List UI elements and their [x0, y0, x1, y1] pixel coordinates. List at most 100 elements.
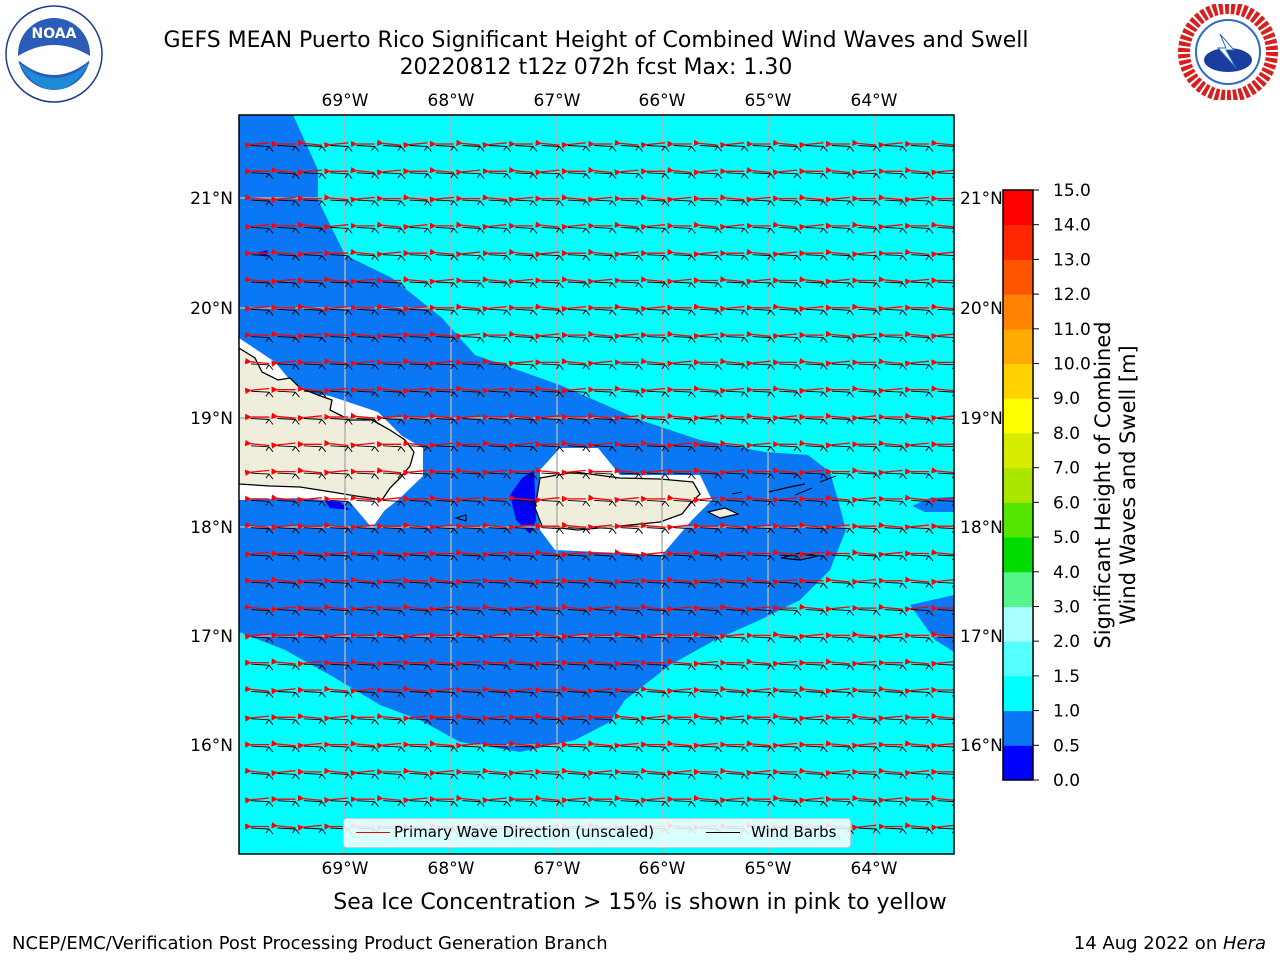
- wave-direction-arrow: [588, 494, 613, 501]
- wind-barb: [699, 581, 723, 589]
- colorbar-frame: [1002, 189, 1034, 781]
- wave-direction-arrow: [588, 687, 613, 695]
- wind-barb: [356, 800, 379, 807]
- wind-barb: [277, 772, 300, 780]
- wind-barb: [409, 663, 432, 671]
- wave-direction-arrow: [535, 630, 560, 638]
- colorbar-segment: [1003, 537, 1033, 573]
- wind-barb: [858, 772, 881, 780]
- wind-barb: [910, 418, 934, 425]
- wave-direction-arrow: [746, 196, 771, 204]
- wind-barb: [330, 199, 353, 207]
- wind-barb: [303, 772, 327, 780]
- wind-barb: [805, 254, 828, 261]
- wave-direction-arrow: [693, 251, 718, 258]
- wind-barb: [435, 691, 459, 698]
- wind-barb: [435, 281, 459, 289]
- wind-barb: [541, 636, 564, 644]
- wind-barb: [778, 581, 802, 589]
- wave-direction-arrow: [640, 439, 666, 447]
- wind-barb: [356, 609, 379, 616]
- colorbar-tick-label: 5.0: [1053, 528, 1080, 548]
- wind-barb: [382, 199, 406, 207]
- land-desecheo: [731, 491, 743, 495]
- wind-barb: [831, 390, 855, 398]
- wind-barb: [726, 745, 749, 753]
- wind-barb: [831, 691, 855, 698]
- wind-barb: [277, 800, 300, 807]
- wave-direction-arrow: [614, 333, 639, 340]
- wave-direction-arrow: [904, 248, 930, 256]
- wave-direction-arrow: [376, 630, 402, 638]
- wave-direction-arrow: [403, 276, 428, 283]
- wind-barb: [277, 172, 300, 180]
- wave-direction-arrow: [297, 794, 322, 802]
- wave-direction-arrow: [535, 660, 560, 668]
- wave-direction-arrow: [667, 248, 692, 256]
- wind-barb: [567, 445, 591, 453]
- wind-barb: [250, 554, 274, 562]
- wind-barb: [910, 336, 934, 343]
- wind-barb: [462, 527, 485, 534]
- wind-barb: [330, 254, 353, 261]
- wave-direction-arrow: [931, 139, 954, 147]
- wind-barb: [250, 363, 274, 371]
- wave-direction-arrow: [508, 576, 534, 583]
- wave-direction-arrow: [904, 412, 930, 420]
- wave-direction-arrow: [931, 385, 954, 392]
- wave-direction-arrow: [640, 141, 666, 149]
- wave-direction-arrow: [429, 248, 454, 256]
- wave-direction-arrow: [772, 578, 798, 586]
- wave-direction-arrow: [904, 442, 930, 449]
- wind-barb: [673, 226, 696, 234]
- wave-direction-arrow: [456, 303, 481, 310]
- wind-barb: [462, 718, 485, 726]
- wind-barb: [646, 336, 670, 343]
- wind-barb: [594, 308, 617, 316]
- wind-barb: [620, 609, 643, 616]
- wind-barb: [567, 499, 591, 507]
- wind-barb: [726, 691, 749, 698]
- wave-direction-arrow: [456, 549, 481, 556]
- wind-barb: [462, 281, 485, 289]
- wind-barb: [884, 636, 907, 644]
- wind-barb: [514, 199, 538, 207]
- wind-barb: [673, 308, 696, 316]
- lat-label: 18°N: [190, 518, 233, 538]
- wave-direction-arrow: [640, 715, 666, 722]
- wave-direction-arrow: [271, 740, 296, 747]
- wind-barb: [910, 445, 934, 453]
- wind-barb: [382, 472, 406, 480]
- wind-barb: [884, 145, 907, 152]
- wind-barb: [541, 254, 564, 261]
- wind-barb: [726, 418, 749, 425]
- wave-direction-arrow: [271, 524, 296, 531]
- wind-barb: [805, 718, 828, 726]
- wind-barb: [673, 418, 696, 425]
- wave-direction-arrow: [693, 467, 718, 474]
- wind-barb: [752, 390, 775, 398]
- wave-direction-arrow: [429, 687, 454, 695]
- map-area[interactable]: [239, 115, 959, 854]
- wind-barb: [382, 581, 406, 589]
- wind-barb: [805, 336, 828, 343]
- wind-barb: [409, 445, 432, 453]
- wave-direction-arrow: [508, 494, 534, 501]
- lon-label: 69°W: [322, 91, 369, 111]
- wind-barb: [435, 363, 459, 371]
- wave-direction-arrow: [825, 412, 850, 420]
- wave-direction-arrow: [588, 330, 613, 338]
- colorbar-segment: [1003, 641, 1033, 677]
- wind-barb: [752, 772, 775, 780]
- wave-direction-arrow: [667, 412, 692, 420]
- footer-date: 14 Aug 2022 on Hera: [1073, 933, 1266, 954]
- wind-barb: [409, 281, 432, 289]
- wind-barb: [514, 445, 538, 453]
- wind-barb: [303, 527, 327, 534]
- wave-direction-arrow: [403, 603, 428, 611]
- wave-direction-arrow: [614, 414, 639, 422]
- wind-barb: [778, 499, 802, 507]
- wind-barb: [752, 254, 775, 261]
- wind-barb: [752, 609, 775, 616]
- wind-barb: [514, 663, 538, 671]
